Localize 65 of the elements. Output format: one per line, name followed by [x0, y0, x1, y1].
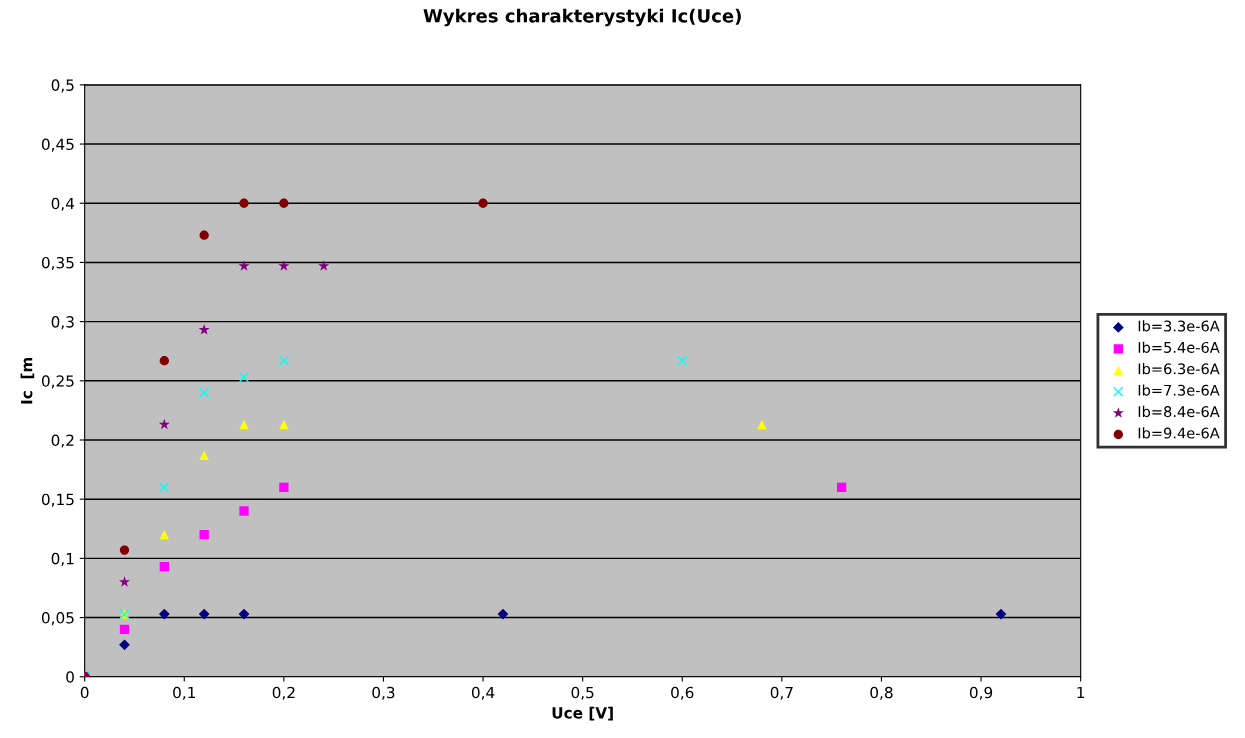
point	[279, 419, 289, 430]
point	[199, 530, 209, 540]
point	[995, 608, 1007, 620]
point	[159, 530, 169, 540]
point	[159, 356, 169, 366]
point	[199, 387, 210, 398]
point	[199, 230, 209, 240]
y-tick-label: 0,3	[51, 316, 74, 330]
point	[238, 372, 250, 383]
point	[318, 260, 330, 271]
y-tick-label: 0,1	[51, 552, 74, 566]
x-tick-label: 0,6	[671, 686, 694, 700]
point	[757, 419, 767, 430]
point	[158, 418, 170, 430]
point	[198, 608, 210, 620]
point	[119, 624, 130, 635]
point	[279, 482, 289, 492]
y-tick-label: 0,5	[51, 79, 74, 93]
point	[159, 562, 169, 572]
point	[199, 450, 209, 461]
x-tick-label: 0,9	[969, 686, 993, 700]
y-tick-label: 0,15	[41, 493, 74, 507]
legend-label: Ib=5.4e-6A	[1138, 341, 1220, 353]
point	[497, 608, 509, 620]
point	[158, 608, 170, 620]
y-tick-label: 0	[66, 671, 74, 683]
x-tick-label: 0,8	[870, 686, 893, 700]
point	[239, 419, 249, 430]
y-tick-label: 0,45	[41, 138, 74, 152]
legend-label: Ib=9.4e-6A	[1138, 427, 1220, 439]
point	[238, 260, 250, 271]
y-axis-title: Ic [m	[20, 357, 35, 404]
x-tick-label: 1	[1077, 686, 1085, 699]
y-tick-label: 0,05	[41, 612, 74, 626]
x-tick-label: 0	[80, 686, 89, 699]
point	[278, 260, 290, 271]
point	[278, 355, 289, 366]
point	[239, 198, 249, 208]
point	[118, 576, 131, 587]
legend-label: Ib=6.3e-6A	[1138, 363, 1220, 375]
point	[119, 639, 130, 651]
legend-label: Ib=8.4e-6A	[1138, 405, 1220, 418]
chart-title: Wykres charakterystyki Ic(Uce)	[423, 8, 741, 27]
x-tick-label: 0,3	[372, 686, 395, 700]
point	[677, 355, 688, 366]
point	[198, 324, 210, 335]
x-tick-label: 0,2	[272, 686, 295, 700]
x-tick-label: 0,1	[173, 686, 195, 700]
y-tick-label: 0,35	[41, 256, 74, 271]
y-tick-label: 0,4	[51, 197, 75, 211]
x-tick-label: 0,4	[471, 686, 495, 700]
point	[238, 608, 250, 620]
point	[279, 198, 289, 208]
legend-label: Ib=3.3e-6A	[1138, 320, 1220, 332]
point	[239, 506, 249, 516]
x-axis-title: Uce [V]	[552, 706, 613, 721]
y-tick-label: 0,25	[41, 375, 74, 389]
y-tick-label: 0,2	[51, 434, 74, 448]
point	[159, 482, 170, 493]
x-tick-label: 0,5	[571, 686, 594, 700]
point	[836, 482, 847, 492]
x-tick-label: 0,7	[770, 686, 793, 700]
point	[478, 198, 488, 208]
point	[119, 545, 130, 555]
legend-label: Ib=7.3e-6A	[1138, 384, 1220, 396]
